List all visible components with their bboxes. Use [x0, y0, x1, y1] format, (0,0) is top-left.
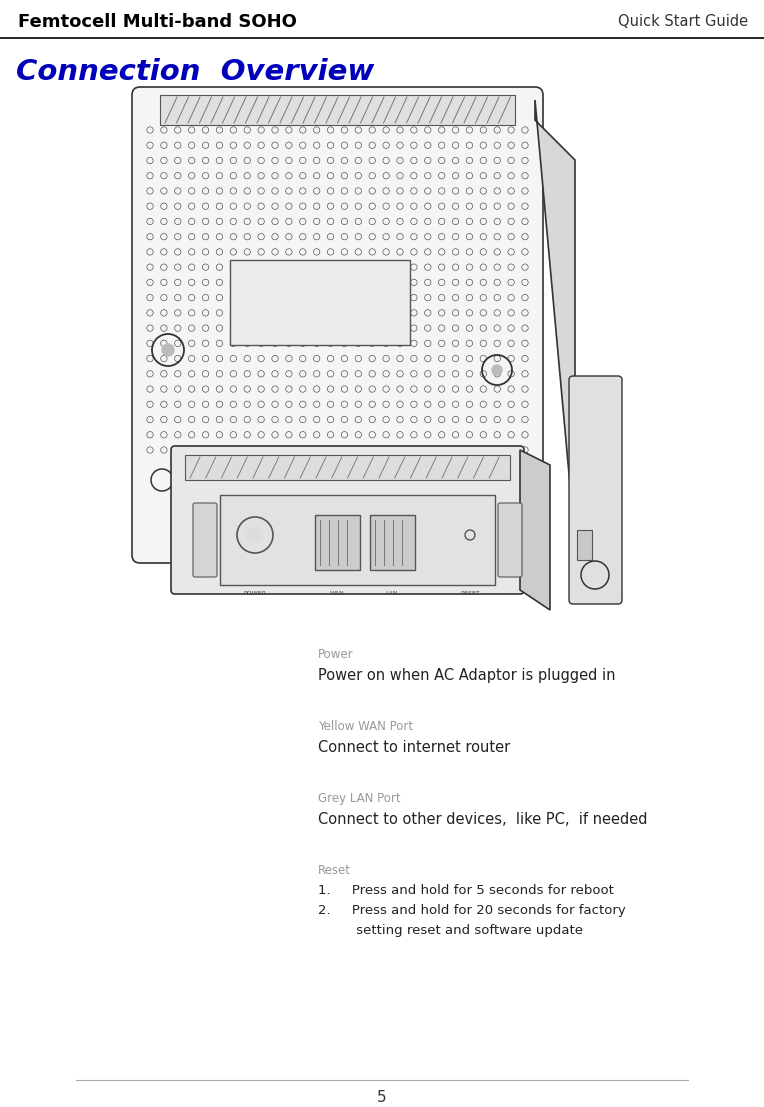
Text: Yellow WAN Port: Yellow WAN Port: [318, 720, 413, 733]
Text: 5: 5: [377, 1090, 387, 1105]
Text: Femtocell Multi-band SOHO: Femtocell Multi-band SOHO: [18, 13, 297, 31]
Text: Grey LAN Port: Grey LAN Port: [318, 792, 400, 805]
Bar: [230, 260, 410, 345]
Text: Power: Power: [318, 648, 354, 661]
Text: 1.     Press and hold for 5 seconds for reboot: 1. Press and hold for 5 seconds for rebo…: [318, 884, 614, 897]
Bar: [185, 455, 510, 480]
Circle shape: [492, 365, 502, 375]
Bar: [370, 515, 415, 570]
Circle shape: [247, 527, 263, 544]
Text: setting reset and software update: setting reset and software update: [318, 924, 583, 937]
Text: POWER: POWER: [244, 591, 267, 596]
FancyBboxPatch shape: [132, 87, 543, 563]
FancyBboxPatch shape: [498, 503, 522, 577]
Text: Connect to other devices,  like PC,  if needed: Connect to other devices, like PC, if ne…: [318, 813, 648, 827]
FancyBboxPatch shape: [569, 376, 622, 604]
FancyBboxPatch shape: [193, 503, 217, 577]
Text: Quick Start Guide: Quick Start Guide: [618, 14, 748, 30]
Text: Reset: Reset: [318, 863, 351, 877]
Bar: [315, 515, 360, 570]
Polygon shape: [520, 451, 550, 610]
Bar: [160, 95, 515, 125]
Text: RESET: RESET: [460, 591, 480, 596]
Text: Connect to internet router: Connect to internet router: [318, 739, 510, 755]
Text: LAN: LAN: [386, 591, 398, 596]
Text: WAN: WAN: [329, 591, 345, 596]
Bar: [220, 495, 495, 584]
FancyBboxPatch shape: [171, 446, 524, 594]
Circle shape: [162, 344, 174, 356]
Text: Power on when AC Adaptor is plugged in: Power on when AC Adaptor is plugged in: [318, 668, 616, 683]
Bar: [577, 530, 592, 560]
Text: Connection  Overview: Connection Overview: [16, 58, 374, 86]
Polygon shape: [535, 100, 575, 540]
Text: 2.     Press and hold for 20 seconds for factory: 2. Press and hold for 20 seconds for fac…: [318, 904, 626, 917]
